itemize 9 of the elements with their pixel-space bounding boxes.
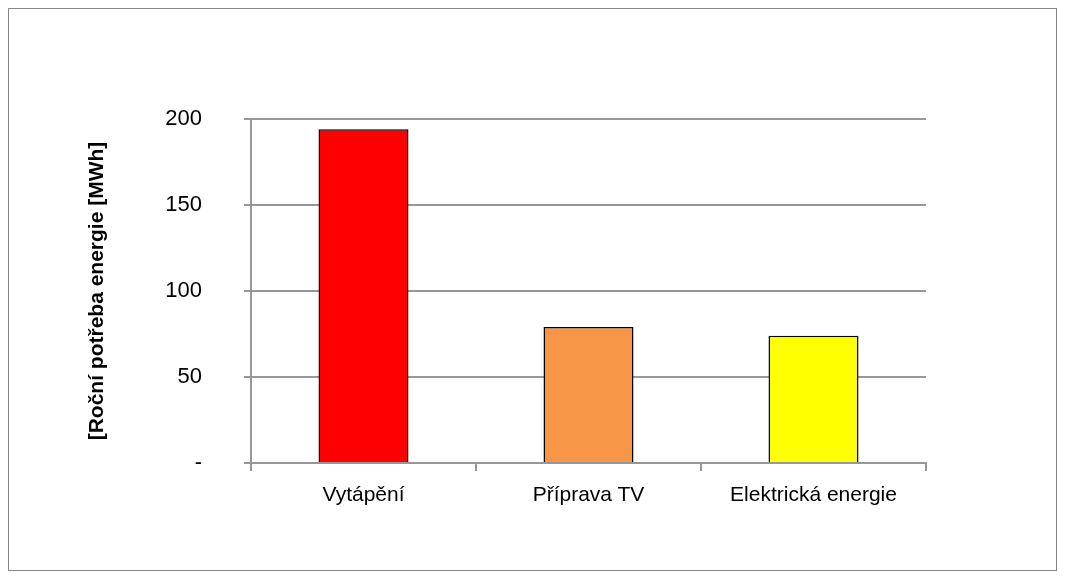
y-axis-title: [Roční potřeba energie [MWh] xyxy=(84,141,108,441)
y-tick-label: 100 xyxy=(165,277,202,303)
x-tick-label: Vytápění xyxy=(322,482,405,506)
y-tick-label: - xyxy=(194,449,202,475)
x-tick-label: Příprava TV xyxy=(532,482,645,506)
y-tick-label: 50 xyxy=(177,363,202,389)
y-tick-label: 150 xyxy=(165,191,202,217)
y-tick-label: 200 xyxy=(165,105,202,131)
x-tick-label: Elektrická energie xyxy=(730,482,897,506)
